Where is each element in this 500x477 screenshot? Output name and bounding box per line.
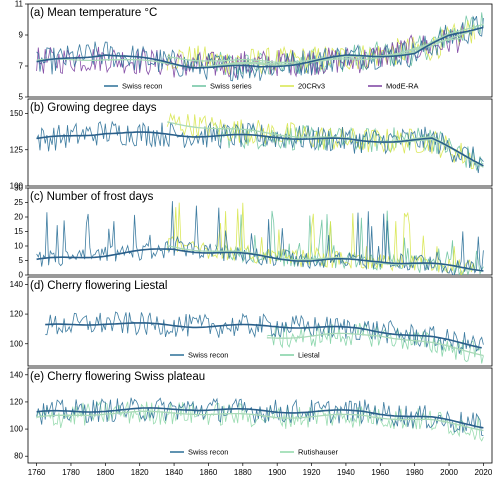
y-tick-label: 100: [10, 339, 24, 348]
y-tick-label: 5: [19, 93, 24, 102]
series-group: [36, 397, 484, 442]
series-group: [36, 12, 484, 82]
legend-entry-swiss-recon: Swiss recon: [170, 448, 228, 457]
x-tick-label: 2000: [440, 468, 458, 477]
y-tick-label: 11: [15, 0, 24, 9]
series-line-swiss-recon: [36, 15, 484, 82]
legend-entry-swiss-recon: Swiss recon: [104, 82, 162, 91]
panel-title: (c) Number of frost days: [30, 191, 154, 203]
y-tick-label: 20: [14, 213, 23, 222]
smooth-line-swiss-recon: [36, 26, 484, 69]
legend-entry-20crv3: 20CRv3: [280, 82, 325, 91]
legend-entry-swiss-recon: Swiss recon: [170, 351, 228, 360]
y-tick-label: 120: [10, 397, 24, 406]
panel-frame: [27, 367, 493, 464]
x-tick-label: 1880: [234, 468, 252, 477]
y-tick-label: 15: [14, 227, 23, 236]
series-group: [36, 201, 484, 275]
smooth-line-liestal: [266, 332, 484, 357]
y-tick-label: 30: [14, 184, 23, 193]
legend-entry-rutishauser: Rutishauser: [280, 448, 339, 457]
legend: Swiss recon Rutishauser: [170, 448, 339, 457]
smooth-line-rutishauser: [36, 410, 484, 432]
legend-label: 20CRv3: [298, 82, 325, 91]
smooth-line-mode-ra: [36, 37, 463, 69]
panel-d: 100 120 140 (d) Cherry flowering Liestal Swi…: [10, 276, 493, 367]
panel-e: 80 100 120 140 (e) Cherry flowering Swiss pl…: [10, 367, 493, 464]
panel-title: (a) Mean temperature °C: [30, 7, 157, 19]
y-tick-label: 140: [10, 370, 24, 379]
x-tick-label: 1760: [28, 468, 46, 477]
y-tick-label: 80: [14, 452, 23, 461]
legend-label: Swiss series: [210, 82, 252, 91]
y-tick-label: 100: [10, 425, 24, 434]
legend-entry-swiss-series: Swiss series: [192, 82, 252, 91]
legend: Swiss recon Swiss series 20CRv3 ModE-RA: [104, 82, 419, 91]
y-tick-label: 125: [10, 145, 24, 154]
series-line-mode-ra: [36, 24, 464, 79]
series-line-20crv3: [166, 202, 476, 275]
x-tick-label: 1900: [268, 468, 286, 477]
panel-title: (d) Cherry flowering Liestal: [30, 280, 167, 292]
panel-title: (e) Cherry flowering Swiss plateau: [30, 371, 205, 383]
x-tick-label: 1840: [165, 468, 183, 477]
y-tick-label: 150: [10, 109, 24, 118]
legend-entry-mode-ra: ModE-RA: [368, 82, 419, 91]
panel-frame: [27, 276, 493, 367]
y-tick-label: 7: [19, 62, 24, 71]
y-tick-label: 100: [10, 182, 24, 191]
x-tick-label: 1960: [371, 468, 389, 477]
panel-b: 100 125 150 (b) Growing degree days: [10, 98, 493, 191]
y-tick-label: 0: [19, 271, 24, 280]
legend-label: Swiss recon: [188, 351, 228, 360]
smooth-line-20crv3: [167, 121, 474, 161]
legend-entry-liestal: Liestal: [280, 351, 320, 360]
y-tick-label: 140: [10, 280, 24, 289]
smooth-line-swiss-recon: [36, 248, 484, 272]
series-line-swiss-recon: [36, 201, 484, 275]
x-tick-label: 1860: [200, 468, 218, 477]
smooth-line-swiss-recon: [36, 131, 484, 167]
series-line-swiss-recon: [45, 311, 484, 354]
x-tick-label: 1920: [303, 468, 321, 477]
legend-label: Swiss recon: [122, 82, 162, 91]
series-line-swiss-recon: [36, 397, 484, 437]
panel-title: (b) Growing degree days: [30, 102, 157, 114]
legend-label: ModE-RA: [386, 82, 419, 91]
x-tick-label: 1980: [406, 468, 424, 477]
legend-label: Swiss recon: [188, 448, 228, 457]
smooth-line-20crv3: [167, 30, 474, 64]
smooth-line-swiss-recon: [45, 322, 482, 349]
panel-c: 0 5 10 15 20 25 30 (c) Number of frost days: [14, 184, 493, 280]
series-group: [36, 112, 484, 174]
panel-frame: [27, 98, 493, 187]
y-tick-label: 10: [14, 242, 23, 251]
x-tick-label: 1800: [96, 468, 114, 477]
panel-frame: [27, 3, 493, 98]
x-tick-label: 1780: [62, 468, 80, 477]
series-group: [45, 311, 484, 364]
x-tick-label: 1820: [131, 468, 149, 477]
y-tick-label: 25: [14, 198, 23, 207]
series-line-swiss-series: [214, 210, 484, 275]
y-tick-label: 9: [19, 31, 24, 40]
y-tick-label: 120: [10, 310, 24, 319]
smooth-line-swiss-recon: [36, 407, 484, 429]
x-tick-label: 2020: [475, 468, 493, 477]
series-line-swiss-recon: [36, 120, 484, 174]
y-tick-label: 5: [19, 256, 24, 265]
x-axis: 1760 1780 1800 1820 1840 1860 1880 1900 1920 1940…: [28, 463, 493, 477]
legend: Swiss recon Liestal: [170, 351, 320, 360]
legend-label: Rutishauser: [298, 448, 339, 457]
legend-label: Liestal: [298, 351, 320, 360]
x-tick-label: 1940: [337, 468, 355, 477]
